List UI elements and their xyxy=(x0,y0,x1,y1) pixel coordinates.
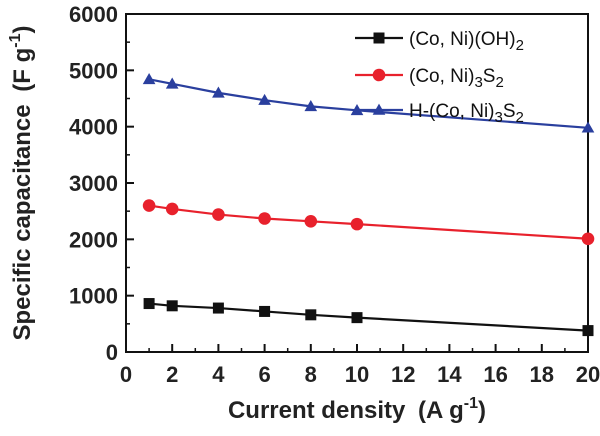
legend-marker xyxy=(373,32,385,44)
data-point xyxy=(581,232,595,246)
y-axis-title-unit-close: ) xyxy=(9,25,36,33)
legend-item: H-(Co, Ni)3S2 xyxy=(355,101,524,126)
data-point xyxy=(304,215,318,228)
data-point xyxy=(212,208,225,221)
x-tick-label: 2 xyxy=(166,362,178,387)
legend-subscript: 3 xyxy=(495,109,503,126)
legend-label: (Co, Ni)3S2 xyxy=(409,66,504,91)
legend-subscript: 3 xyxy=(474,74,482,91)
legend-marker xyxy=(372,103,386,115)
x-tick-label: 4 xyxy=(212,362,225,387)
data-point xyxy=(581,121,595,133)
data-point xyxy=(142,199,156,212)
legend-text-part: H-(Co, Ni) xyxy=(409,101,495,122)
legend-text-part: (Co, Ni)(OH) xyxy=(409,29,516,50)
y-tick-label: 0 xyxy=(106,340,118,365)
data-point xyxy=(304,100,318,112)
plot-frame xyxy=(125,13,589,353)
data-point xyxy=(350,217,364,231)
data-point xyxy=(305,309,317,321)
legend-subscript: 2 xyxy=(516,109,524,126)
x-tick-label: 0 xyxy=(120,362,132,387)
x-tick-label: 6 xyxy=(258,362,270,387)
x-axis-title-unit-open: (A g xyxy=(418,397,464,424)
x-tick-label: 12 xyxy=(391,362,415,387)
x-axis-title-main: Current density xyxy=(228,397,406,424)
data-point xyxy=(212,302,224,314)
data-point xyxy=(142,73,156,85)
y-tick-label: 4000 xyxy=(69,115,118,140)
x-axis-title: Current density (A g-1) xyxy=(228,395,486,424)
series-layer xyxy=(142,73,595,337)
data-point xyxy=(258,212,271,225)
legend-marker xyxy=(372,68,386,82)
y-tick-label: 3000 xyxy=(69,171,118,196)
x-tick-label: 8 xyxy=(305,362,317,387)
data-point xyxy=(351,312,363,324)
data-point xyxy=(258,93,271,105)
data-point xyxy=(212,86,225,98)
legend-item: (Co, Ni)3S2 xyxy=(355,66,504,91)
y-axis-title-unit-exp: -1 xyxy=(7,33,24,47)
legend-subscript: 2 xyxy=(495,74,503,91)
x-tick-label: 18 xyxy=(530,362,554,387)
x-axis-title-unit-close: ) xyxy=(478,397,486,424)
legend-subscript: 2 xyxy=(516,37,524,54)
y-tick-label: 2000 xyxy=(69,227,118,252)
axis-ticks: 0 2 4 6 8 10 12 14 16 18 20 0 1000 2000 3000 4000 5000 60… xyxy=(69,2,600,387)
y-axis-title: Specific capacitance (F g-1) xyxy=(7,25,36,340)
y-axis-title-main: Specific capacitance xyxy=(9,104,36,340)
x-tick-label: 16 xyxy=(483,362,507,387)
series-3 xyxy=(142,73,595,133)
legend-item: (Co, Ni)(OH)2 xyxy=(355,29,524,54)
data-point xyxy=(582,325,594,337)
x-tick-label: 10 xyxy=(345,362,369,387)
y-tick-label: 1000 xyxy=(69,284,118,309)
y-axis-title-unit-open: (F g xyxy=(9,48,36,92)
data-point xyxy=(166,300,178,312)
series-1 xyxy=(143,298,594,337)
data-point xyxy=(259,305,271,317)
legend-label: (Co, Ni)(OH)2 xyxy=(409,29,524,54)
legend-label: H-(Co, Ni)3S2 xyxy=(409,101,524,126)
legend-text-part: S xyxy=(503,101,516,122)
x-tick-label: 20 xyxy=(576,362,600,387)
data-point xyxy=(143,298,155,310)
data-point xyxy=(165,202,179,216)
y-tick-label: 5000 xyxy=(69,58,118,83)
y-tick-label: 6000 xyxy=(69,2,118,27)
legend-text-part: S xyxy=(483,66,496,87)
series-2 xyxy=(142,199,595,246)
legend-text-part: (Co, Ni) xyxy=(409,66,474,87)
data-point xyxy=(165,77,179,89)
x-tick-label: 14 xyxy=(437,362,462,387)
x-axis-title-unit-exp: -1 xyxy=(464,395,478,412)
